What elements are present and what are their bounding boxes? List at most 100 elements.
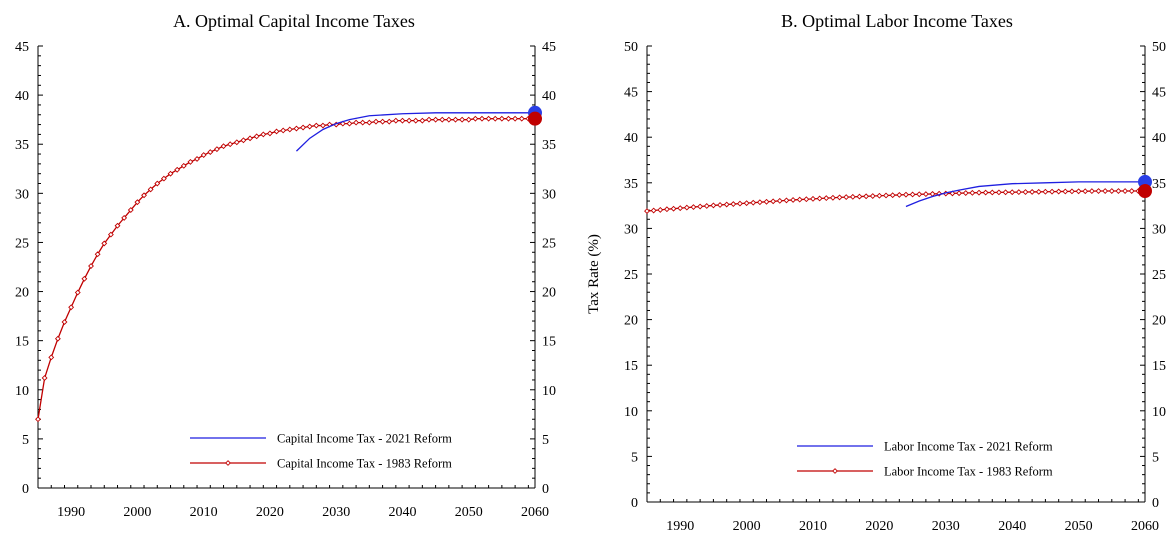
data-point — [498, 115, 505, 122]
data-point — [763, 198, 770, 205]
data-point — [160, 175, 167, 182]
data-point — [916, 191, 923, 198]
data-point — [505, 115, 512, 122]
y-tick-label-right: 10 — [1152, 405, 1166, 420]
data-point — [677, 205, 684, 212]
data-point — [903, 191, 909, 198]
data-point — [406, 117, 413, 124]
y-tick-label: 45 — [624, 86, 638, 101]
y-tick-label-right: 0 — [1152, 496, 1159, 511]
data-point — [756, 199, 763, 206]
data-point — [94, 251, 101, 258]
y-tick-label-right: 15 — [1152, 359, 1166, 374]
x-tick-label: 2050 — [455, 505, 483, 520]
data-point — [1115, 188, 1122, 194]
data-point — [233, 139, 240, 146]
data-point — [174, 166, 181, 173]
data-point — [101, 240, 108, 247]
data-point — [154, 180, 161, 187]
data-point — [286, 126, 293, 133]
y-tick-label-right: 50 — [1152, 40, 1166, 55]
x-tick-label: 2020 — [256, 505, 284, 520]
data-point — [439, 116, 446, 123]
data-point — [1069, 188, 1075, 195]
y-tick-label-right: 5 — [542, 433, 549, 448]
y-tick-label: 35 — [624, 177, 638, 192]
data-point — [346, 120, 353, 127]
data-point — [273, 128, 280, 135]
y-tick-label-right: 5 — [1152, 450, 1159, 465]
data-point — [353, 119, 360, 126]
data-point — [320, 122, 326, 129]
data-point — [909, 191, 916, 198]
data-point — [770, 198, 777, 205]
data-point — [386, 118, 393, 125]
data-point — [995, 189, 1002, 196]
legend-marker — [225, 460, 231, 466]
data-point — [1042, 188, 1049, 195]
data-point — [88, 263, 94, 269]
data-point — [1015, 189, 1022, 196]
data-point — [48, 354, 55, 361]
data-point — [1029, 188, 1036, 195]
endpoint-marker-1 — [528, 111, 542, 126]
data-point — [869, 193, 876, 199]
y-tick-label-right: 25 — [542, 236, 556, 251]
y-tick-label: 20 — [15, 286, 29, 301]
data-point — [703, 203, 710, 209]
y-tick-label: 40 — [624, 131, 638, 146]
y-tick-label: 25 — [15, 236, 29, 251]
data-point — [1095, 188, 1102, 194]
data-point — [1075, 188, 1082, 195]
data-point — [392, 117, 399, 124]
data-point — [373, 118, 379, 125]
y-tick-label: 15 — [624, 359, 638, 374]
data-point — [1088, 188, 1095, 195]
data-point — [213, 146, 220, 153]
series-line-0 — [905, 181, 1145, 208]
data-point — [889, 192, 896, 199]
data-point — [1062, 188, 1069, 195]
data-point — [730, 201, 737, 207]
chart-title: B. Optimal Labor Income Taxes — [781, 11, 1013, 31]
data-point — [657, 206, 664, 213]
data-point — [432, 116, 439, 123]
data-point — [776, 197, 783, 204]
data-point — [127, 207, 134, 213]
data-point — [644, 208, 650, 215]
y-tick-label-right: 40 — [1152, 131, 1166, 146]
data-point — [293, 125, 300, 132]
y-tick-label-right: 45 — [542, 40, 556, 55]
series-line-1 — [37, 118, 535, 420]
data-point — [989, 189, 996, 196]
data-point — [313, 122, 320, 129]
y-tick-label: 10 — [15, 384, 29, 399]
data-point — [1009, 189, 1016, 196]
y-tick-label: 10 — [624, 405, 638, 420]
data-point — [134, 199, 141, 206]
data-point — [876, 192, 883, 199]
data-point — [1108, 188, 1115, 194]
y-tick-label-right: 35 — [1152, 177, 1166, 192]
data-point — [472, 115, 479, 122]
x-tick-label: 2010 — [190, 505, 218, 520]
legend-label: Labor Income Tax - 1983 Reform — [884, 465, 1053, 479]
data-point — [187, 158, 194, 165]
data-point — [856, 193, 863, 200]
data-point — [141, 192, 147, 199]
y-tick-label-right: 40 — [542, 89, 556, 104]
x-tick-label: 2030 — [932, 519, 960, 534]
data-point — [306, 123, 313, 130]
data-point — [710, 202, 717, 209]
series-line-1 — [646, 190, 1145, 212]
y-axis-title: Tax Rate (%) — [586, 234, 602, 314]
y-tick-label: 5 — [631, 450, 638, 465]
legend-label: Capital Income Tax - 1983 Reform — [277, 457, 452, 471]
labor-tax-chart: B. Optimal Labor Income Taxes 0 0 5 5 10 10 15 1… — [586, 11, 1166, 534]
x-tick-label: 2000 — [733, 519, 761, 534]
data-point — [227, 141, 234, 148]
data-point — [737, 200, 743, 207]
data-point — [459, 116, 466, 123]
data-point — [54, 335, 61, 342]
